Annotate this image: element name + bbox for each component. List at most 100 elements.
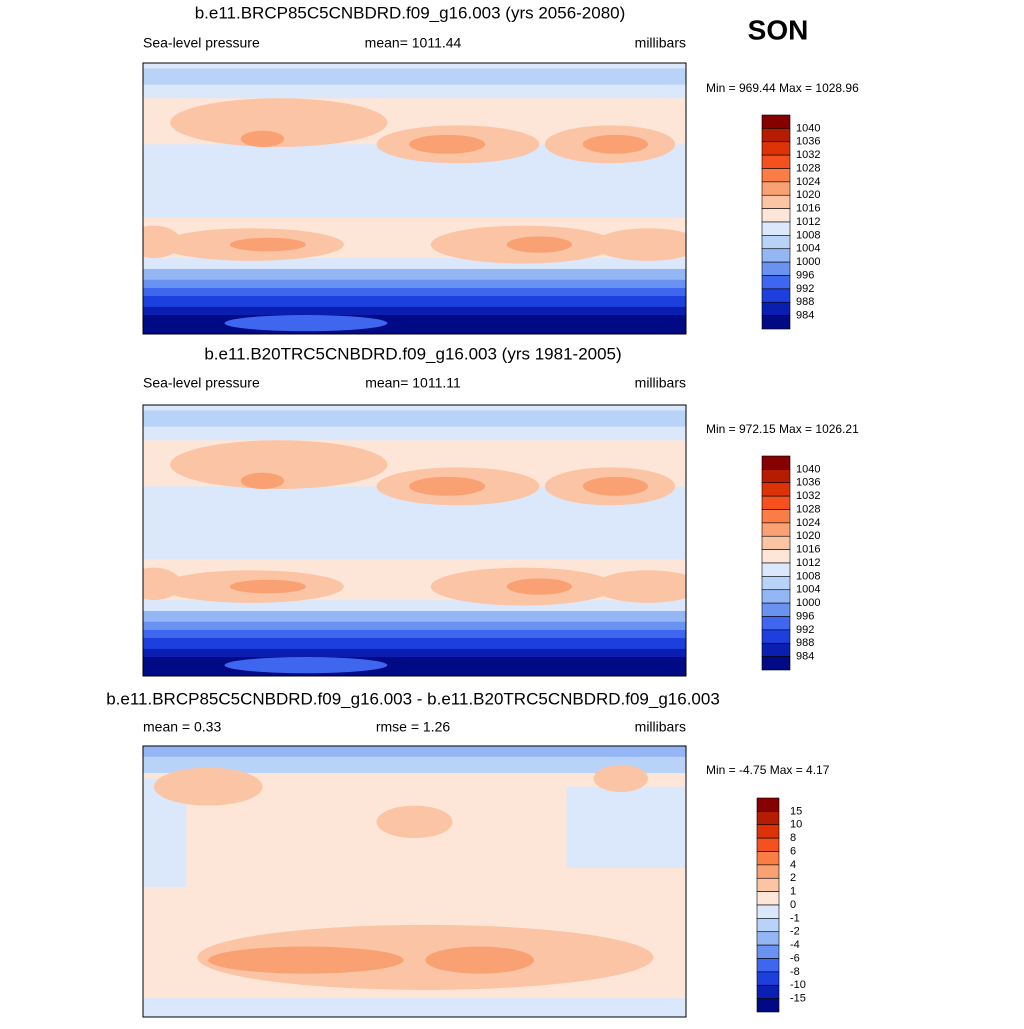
map-high-core — [240, 130, 285, 148]
colorbar-box — [756, 824, 780, 839]
colorbar-label: 1000 — [796, 256, 820, 268]
colorbar-box — [761, 248, 791, 263]
map-high-core — [229, 237, 306, 252]
colorbar-box — [761, 455, 791, 470]
colorbar-box — [761, 154, 791, 169]
map-fill — [143, 63, 686, 334]
colorbar-label: 1012 — [796, 216, 820, 228]
colorbar-label: 2 — [790, 872, 796, 884]
map-fill — [143, 746, 686, 1017]
colorbar-box — [761, 288, 791, 303]
panel-center-label: rmse = 1.26 — [376, 719, 451, 735]
panel-right-label: millibars — [635, 375, 686, 391]
colorbar-label: 1024 — [796, 517, 820, 529]
colorbar-label: 1028 — [796, 162, 820, 174]
colorbar-label: -8 — [790, 966, 800, 978]
colorbar-label: 1040 — [796, 122, 820, 134]
colorbar-label: 10 — [790, 819, 802, 831]
colorbar-box — [761, 261, 791, 276]
map-band — [143, 746, 686, 757]
map-fill — [143, 405, 686, 676]
map-high — [170, 98, 388, 148]
map — [142, 404, 687, 677]
colorbar-label: 1036 — [796, 477, 820, 489]
colorbar-label: 1004 — [796, 584, 820, 596]
colorbar-box — [756, 877, 780, 892]
colorbar-box — [761, 128, 791, 143]
panel-title: b.e11.B20TRC5CNBDRD.f09_g16.003 (yrs 198… — [204, 344, 621, 363]
map-high-core — [582, 134, 648, 154]
colorbar-label: 988 — [796, 637, 814, 649]
colorbar-label: 1000 — [796, 597, 820, 609]
colorbar-box — [761, 562, 791, 577]
colorbar-box — [761, 482, 791, 497]
colorbar-box — [756, 811, 780, 826]
map-band — [143, 657, 686, 676]
colorbar-label: 1008 — [796, 570, 820, 582]
colorbar-box — [761, 576, 791, 591]
colorbar-label: 1004 — [796, 243, 820, 255]
colorbar-box — [756, 944, 780, 959]
map — [142, 745, 687, 1018]
colorbar-label: 1016 — [796, 544, 820, 556]
colorbar-box — [761, 469, 791, 484]
map-high-core — [506, 578, 572, 595]
min-max-label: Min = -4.75 Max = 4.17 — [706, 763, 830, 777]
colorbar-box — [761, 629, 791, 644]
colorbar-label: 992 — [796, 624, 814, 636]
map-high-core — [229, 579, 306, 594]
map-high-core — [582, 476, 648, 496]
panel-right-label: millibars — [635, 719, 686, 735]
colorbar-box — [761, 194, 791, 209]
map-high — [593, 228, 686, 261]
colorbar-label: 0 — [790, 899, 796, 911]
colorbar-box — [761, 221, 791, 236]
panel-title: b.e11.BRCP85C5CNBDRD.f09_g16.003 (yrs 20… — [195, 3, 626, 22]
map — [142, 62, 687, 335]
colorbar-label: -4 — [790, 939, 800, 951]
map-band — [566, 786, 686, 868]
map-band — [143, 410, 686, 427]
colorbar-box — [761, 535, 791, 550]
colorbar-box — [756, 931, 780, 946]
map-high — [143, 225, 182, 259]
panel-left-label: Sea-level pressure — [143, 375, 260, 391]
panel-center-label: mean= 1011.44 — [365, 35, 462, 51]
colorbar-label: 1024 — [796, 176, 820, 188]
colorbar-box — [761, 315, 791, 330]
colorbar-label: 992 — [796, 283, 814, 295]
colorbar-box — [761, 549, 791, 564]
colorbar-label: -10 — [790, 979, 806, 991]
map-low — [224, 315, 388, 332]
colorbar-label: 996 — [796, 269, 814, 281]
colorbar-box — [761, 301, 791, 316]
map-high-core — [409, 134, 486, 154]
colorbar-box — [761, 616, 791, 631]
colorbar-label: 1020 — [796, 530, 820, 542]
colorbar-box — [761, 589, 791, 604]
colorbar-box — [756, 998, 780, 1013]
colorbar-label: -15 — [790, 993, 806, 1005]
colorbar-box — [756, 837, 780, 852]
colorbar-label: 1032 — [796, 490, 820, 502]
colorbar-box — [761, 656, 791, 671]
colorbar-box — [761, 495, 791, 510]
colorbar-box — [756, 851, 780, 866]
colorbar-label: 6 — [790, 845, 796, 857]
colorbar-box — [761, 602, 791, 617]
colorbar-label: 1028 — [796, 503, 820, 515]
panel-center-label: mean= 1011.11 — [365, 375, 461, 391]
colorbar-box — [761, 509, 791, 524]
min-max-label: Min = 972.15 Max = 1026.21 — [706, 422, 859, 436]
panel-left-label: Sea-level pressure — [143, 35, 260, 51]
map-frame — [142, 62, 687, 335]
map-band — [143, 998, 686, 1017]
colorbar-box — [756, 984, 780, 999]
colorbar-label: 996 — [796, 610, 814, 622]
colorbar-label: -6 — [790, 952, 800, 964]
colorbar-label: 1020 — [796, 189, 820, 201]
map-frame — [142, 404, 687, 677]
map-high — [593, 570, 686, 603]
colorbar-label: 1036 — [796, 136, 820, 148]
